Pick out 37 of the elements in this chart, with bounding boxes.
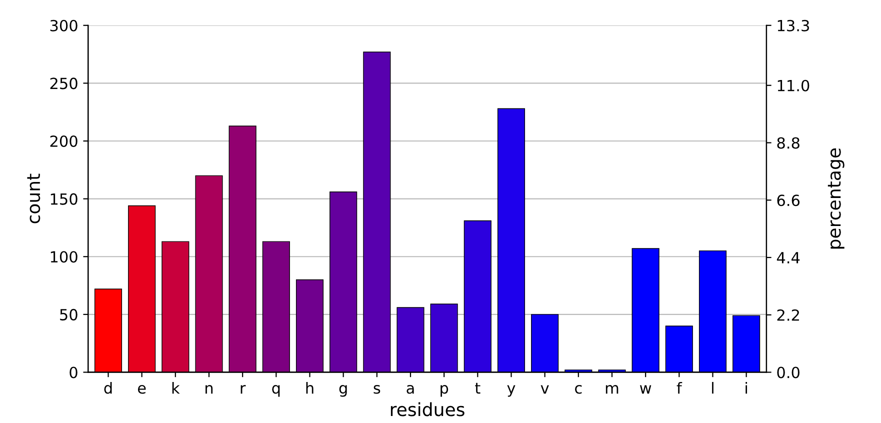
y-tick-label: 100 <box>50 251 78 263</box>
y2-tick-label: 2.2 <box>777 309 799 321</box>
y2-tick-label: 6.6 <box>777 194 800 206</box>
y-tick-label: 150 <box>50 193 78 205</box>
x-axis-title: residues <box>390 402 464 416</box>
y-axis-title: count <box>27 174 40 224</box>
x-tick-label: d <box>104 382 112 394</box>
y-tick-label: 250 <box>50 78 78 90</box>
x-tick-label: v <box>540 385 549 394</box>
x-tick-label: w <box>640 385 652 394</box>
x-tick-label: n <box>206 385 213 394</box>
x-tick-label: r <box>240 385 246 394</box>
y2-tick-label: 0.0 <box>777 366 800 378</box>
y2-tick-label: 11.0 <box>778 80 810 92</box>
x-tick-label: c <box>575 385 582 394</box>
x-tick-label: t <box>475 382 480 394</box>
y2-tick-label: 4.4 <box>776 252 800 264</box>
x-tick-label: e <box>138 385 146 394</box>
x-tick-label: f <box>676 382 682 394</box>
x-tick-label: a <box>406 385 414 394</box>
x-tick-label: l <box>712 382 714 394</box>
x-tick-label: y <box>507 385 516 397</box>
y-tick-label: 200 <box>50 135 78 148</box>
x-tick-label: h <box>306 382 314 394</box>
x-tick-label: m <box>606 385 618 394</box>
y2-tick-label: 8.8 <box>777 137 800 149</box>
y-tick-label: 0 <box>70 366 78 378</box>
x-tick-label: q <box>272 385 280 397</box>
x-tick-label: g <box>339 385 347 397</box>
x-tick-label: k <box>172 382 180 394</box>
y-tick-label: 300 <box>50 20 78 32</box>
x-tick-label: s <box>374 385 380 394</box>
y-tick-label: 50 <box>60 308 78 320</box>
x-tick-label: p <box>440 385 448 397</box>
y2-tick-label: 13.3 <box>778 20 809 32</box>
y2-axis-title: percentage <box>828 148 844 249</box>
x-tick-label: i <box>746 382 748 394</box>
